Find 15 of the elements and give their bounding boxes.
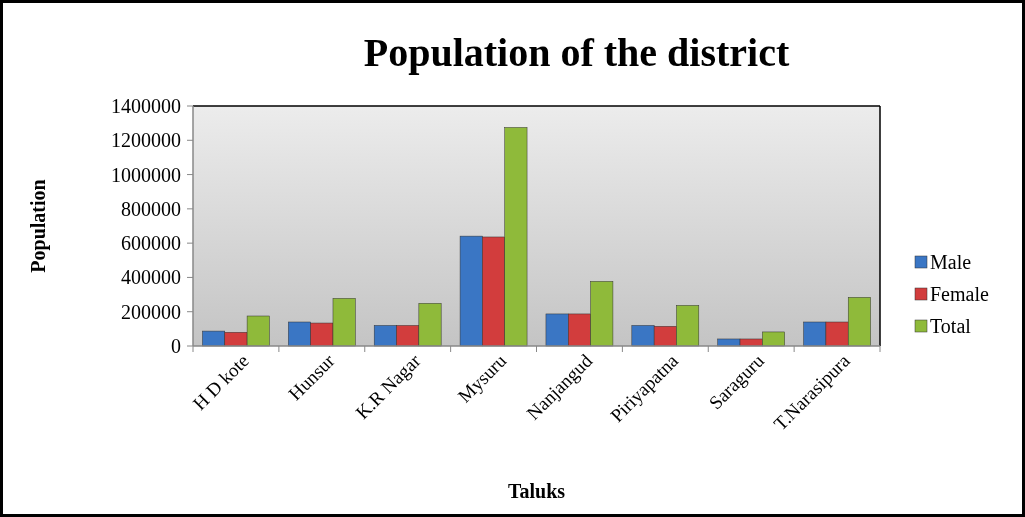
- legend-label: Total: [930, 315, 972, 337]
- y-axis-title: Population: [27, 179, 50, 273]
- y-tick-label: 0: [171, 335, 181, 357]
- legend-label: Male: [930, 251, 972, 273]
- chart-title: Population of the district: [363, 30, 790, 75]
- y-tick-label: 1000000: [111, 163, 181, 186]
- legend-label: Female: [930, 283, 989, 305]
- x-axis-title: Taluks: [507, 480, 566, 502]
- y-tick-label: 800000: [121, 197, 181, 220]
- y-tick-label: 600000: [121, 232, 181, 255]
- y-tick-label: 200000: [121, 300, 181, 323]
- x-tick-label: H D kote: [188, 349, 253, 415]
- y-tick-label: 1200000: [111, 129, 181, 152]
- y-tick-label: 400000: [121, 266, 181, 289]
- y-tick-label: 1400000: [111, 95, 181, 117]
